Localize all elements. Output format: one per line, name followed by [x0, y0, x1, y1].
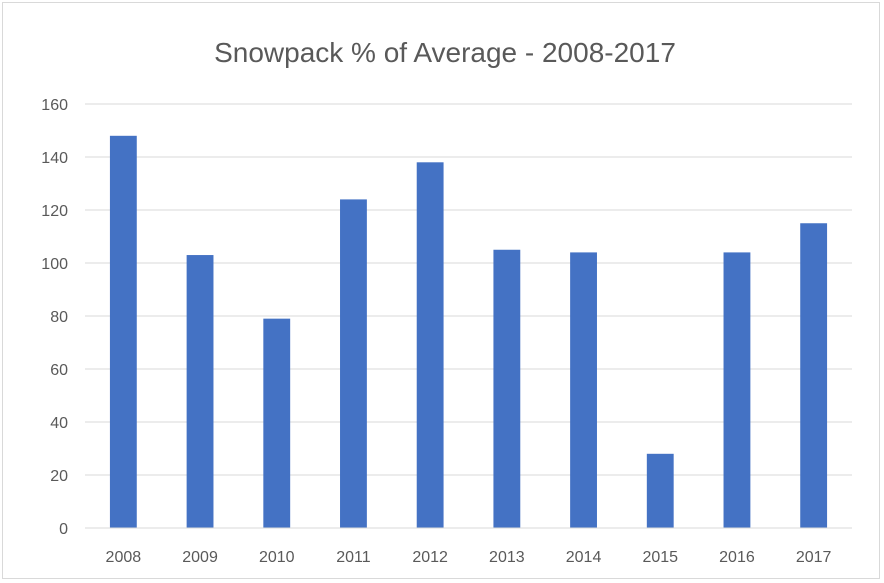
- y-tick-label: 20: [50, 468, 68, 485]
- bar-2008: [109, 135, 137, 529]
- x-axis-tick-labels: 2008 2009 2010 2011 2012 2013 2014 2015 2016 2017: [106, 549, 832, 566]
- x-tick-label: 2013: [489, 549, 525, 566]
- x-tick-label: 2011: [336, 549, 371, 566]
- y-axis-tick-labels: 0 20 40 60 80 100 120 140 160: [41, 97, 68, 538]
- x-tick-label: 2014: [566, 549, 602, 566]
- y-tick-label: 160: [41, 97, 68, 114]
- bars: [109, 135, 828, 529]
- bar-2013: [493, 249, 521, 528]
- y-tick-label: 120: [41, 203, 68, 220]
- bar-2016: [723, 252, 751, 528]
- x-tick-label: 2010: [259, 549, 295, 566]
- x-tick-label: 2012: [412, 549, 448, 566]
- bar-2012: [416, 162, 444, 529]
- x-tick-label: 2015: [642, 549, 678, 566]
- chart-title: Snowpack % of Average - 2008-2017: [214, 37, 676, 68]
- bar-2017: [800, 223, 828, 528]
- x-tick-label: 2008: [106, 549, 142, 566]
- bar-2010: [263, 318, 291, 528]
- x-tick-label: 2017: [796, 549, 832, 566]
- y-tick-label: 80: [50, 309, 68, 326]
- bar-2015: [646, 453, 674, 528]
- x-tick-label: 2009: [182, 549, 218, 566]
- x-tick-label: 2016: [719, 549, 755, 566]
- y-tick-label: 60: [50, 362, 68, 379]
- y-tick-label: 0: [59, 521, 68, 538]
- bar-2011: [340, 199, 367, 528]
- bar-2014: [570, 252, 597, 528]
- y-tick-label: 40: [50, 415, 68, 432]
- y-tick-label: 100: [41, 256, 68, 273]
- y-tick-label: 140: [41, 150, 68, 167]
- bar-2009: [186, 255, 214, 529]
